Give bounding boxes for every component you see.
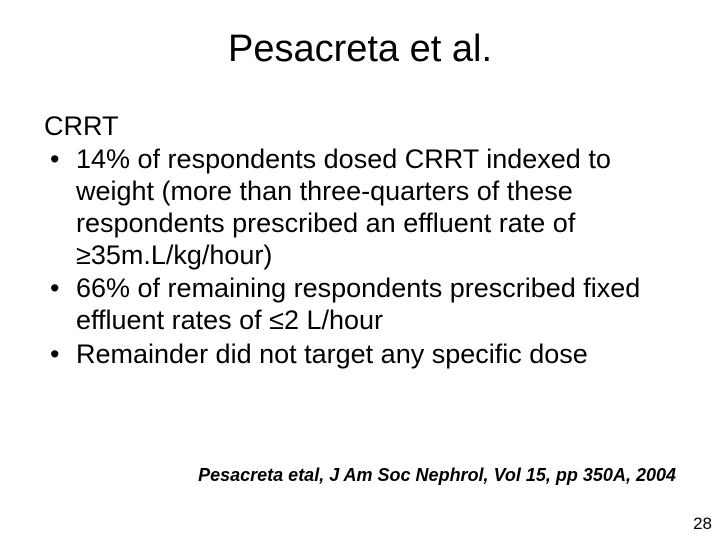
page-number: 28 xyxy=(693,514,712,534)
slide: Pesacreta et al. CRRT 14% of respondents… xyxy=(0,0,720,540)
list-item: 14% of respondents dosed CRRT indexed to… xyxy=(44,144,676,271)
bullet-list: 14% of respondents dosed CRRT indexed to… xyxy=(44,144,676,371)
list-item: Remainder did not target any specific do… xyxy=(44,339,676,371)
list-item: 66% of remaining respondents prescribed … xyxy=(44,273,676,337)
slide-title: Pesacreta et al. xyxy=(44,28,676,71)
citation: Pesacreta etal, J Am Soc Nephrol, Vol 15… xyxy=(198,465,676,486)
section-label: CRRT xyxy=(44,111,676,142)
